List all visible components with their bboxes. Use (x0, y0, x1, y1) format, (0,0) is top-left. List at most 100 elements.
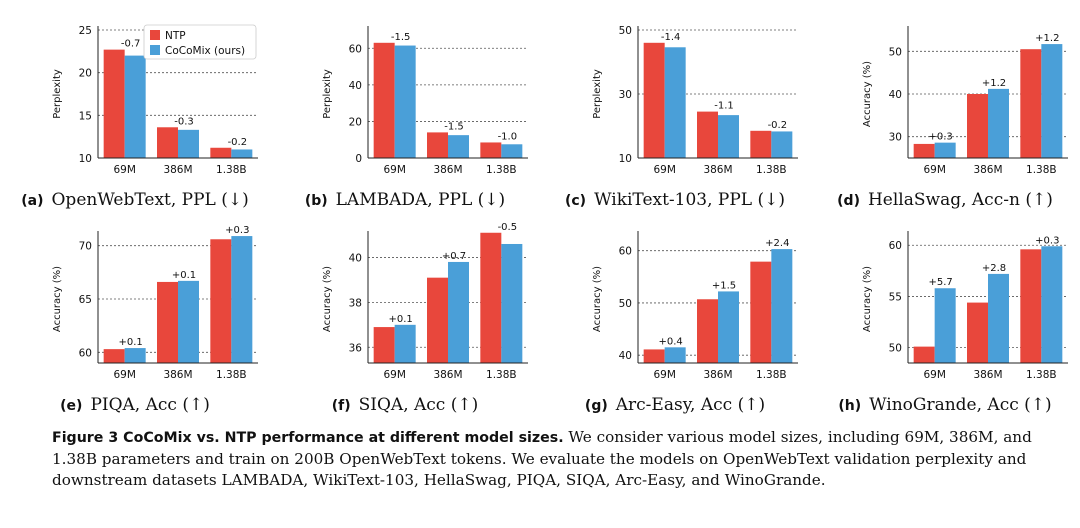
bar-cocomix-69M (934, 288, 956, 363)
y-axis-label: Accuracy (%) (862, 266, 873, 332)
data-label: -1.5 (391, 32, 411, 43)
legend-label-ntp: NTP (165, 30, 186, 42)
y-tick-label: 40 (349, 252, 362, 264)
y-tick-label: 60 (349, 43, 362, 55)
y-axis-label: Perplexity (322, 69, 333, 119)
y-axis-label: Accuracy (%) (52, 266, 63, 332)
bar-cocomix-69M (664, 347, 686, 363)
bar-ntp-69M (643, 349, 665, 363)
bar-cocomix-69M (394, 45, 416, 158)
data-label: +1.2 (982, 78, 1006, 89)
x-tick-label: 1.38B (216, 164, 247, 176)
bar-ntp-1.38B (1020, 49, 1042, 159)
y-tick-label: 0 (355, 153, 362, 165)
data-label: -1.0 (498, 131, 518, 142)
bar-cocomix-1.38B (231, 236, 253, 363)
bar-cocomix-69M (664, 47, 686, 158)
bar-ntp-69M (373, 42, 395, 158)
y-tick-label: 10 (79, 153, 92, 165)
legend-swatch-cocomix (150, 45, 160, 55)
data-label: +0.3 (225, 225, 249, 236)
y-tick-label: 50 (889, 343, 902, 355)
data-label: -0.7 (121, 39, 141, 50)
bar-ntp-69M (103, 349, 125, 363)
bar-ntp-69M (913, 346, 935, 363)
bar-cocomix-69M (934, 142, 956, 158)
data-label: +2.8 (982, 263, 1006, 274)
bar-cocomix-1.38B (1041, 246, 1063, 363)
y-tick-label: 40 (349, 80, 362, 92)
data-label: +5.7 (929, 277, 953, 288)
bar-ntp-386M (967, 302, 988, 363)
x-tick-label: 386M (433, 369, 462, 381)
y-tick-label: 30 (889, 132, 902, 144)
chart-panel-e: 60 65 70 +0.1 69M +0.1 386M +0.3 1.38B Accuracy (… (0, 205, 270, 415)
data-label: +0.7 (442, 251, 466, 262)
x-tick-label: 1.38B (1026, 164, 1057, 176)
chart-caption-text: OpenWebText, PPL (↓) (51, 190, 249, 210)
chart-caption-label: (e) (60, 398, 83, 414)
bar-ntp-69M (103, 49, 125, 159)
chart-caption-d: (d) HellaSwag, Acc-n (↑) (810, 190, 1080, 210)
bar-ntp-1.38B (750, 130, 772, 158)
y-tick-label: 10 (619, 153, 632, 165)
x-tick-label: 386M (973, 164, 1002, 176)
y-tick-label: 55 (889, 291, 902, 303)
y-axis-label: Perplexity (592, 69, 603, 119)
y-tick-label: 38 (349, 297, 362, 309)
x-tick-label: 386M (163, 369, 192, 381)
bar-cocomix-386M (178, 129, 199, 158)
data-label: -0.2 (228, 137, 248, 148)
y-tick-label: 70 (79, 241, 92, 253)
y-axis-label: Accuracy (%) (862, 61, 873, 127)
y-tick-label: 60 (619, 246, 632, 258)
bar-cocomix-386M (718, 291, 739, 363)
legend-label-cocomix: CoCoMix (ours) (165, 45, 245, 57)
chart-caption-text: Arc-Easy, Acc (↑) (615, 395, 766, 415)
bar-cocomix-386M (988, 273, 1009, 363)
bar-cocomix-1.38B (501, 243, 523, 363)
data-label: -0.3 (174, 116, 194, 127)
bar-ntp-386M (697, 111, 718, 158)
chart-a: 10 15 20 25 -0.7 69M -0.3 386M -0.2 1.38B Perplexi… (52, 24, 258, 176)
chart-panel-c: 10 30 50 -1.4 69M -1.1 386M -0.2 1.38B Perplexity… (540, 0, 810, 210)
data-label: -0.2 (768, 120, 788, 131)
bar-ntp-1.38B (480, 232, 502, 363)
y-tick-label: 15 (79, 110, 92, 122)
chart-caption-label: (f) (331, 398, 351, 414)
bar-cocomix-1.38B (1041, 44, 1063, 158)
y-tick-label: 60 (889, 240, 902, 252)
x-tick-label: 1.38B (486, 369, 517, 381)
bar-cocomix-69M (124, 348, 146, 363)
chart-b: 0 20 40 60 -1.5 69M -1.5 386M -1.0 1.38B Perplexit… (322, 26, 528, 176)
y-axis-label: Perplexity (52, 69, 63, 119)
bar-ntp-386M (427, 132, 448, 158)
chart-caption-a: (a) OpenWebText, PPL (↓) (0, 190, 270, 210)
y-tick-label: 65 (79, 294, 92, 306)
legend: NTP CoCoMix (ours) (143, 24, 257, 60)
figure-caption-title: Figure 3 CoCoMix vs. NTP performance at … (52, 430, 564, 446)
x-tick-label: 69M (653, 164, 675, 176)
chart-caption-h: (h) WinoGrande, Acc (↑) (810, 395, 1080, 415)
bar-ntp-386M (157, 127, 178, 158)
x-tick-label: 1.38B (756, 164, 787, 176)
bar-cocomix-69M (394, 324, 416, 363)
legend-swatch-ntp (150, 30, 160, 40)
y-tick-label: 36 (349, 342, 363, 354)
y-tick-label: 40 (889, 89, 902, 101)
bar-ntp-69M (913, 143, 935, 158)
bar-ntp-386M (967, 94, 988, 158)
x-tick-label: 1.38B (216, 369, 247, 381)
x-tick-label: 69M (383, 369, 405, 381)
chart-caption-e: (e) PIQA, Acc (↑) (0, 395, 270, 415)
x-tick-label: 69M (113, 164, 135, 176)
y-axis-label: Accuracy (%) (322, 266, 333, 332)
x-tick-label: 69M (923, 369, 945, 381)
x-tick-label: 386M (973, 369, 1002, 381)
data-label: +0.1 (119, 337, 143, 348)
data-label: -1.4 (661, 32, 681, 43)
chart-caption-text: LAMBADA, PPL (↓) (335, 190, 506, 210)
chart-panel-h: 50 55 60 +5.7 69M +2.8 386M +0.3 1.38B Accuracy (… (810, 205, 1080, 415)
bar-cocomix-386M (718, 115, 739, 158)
